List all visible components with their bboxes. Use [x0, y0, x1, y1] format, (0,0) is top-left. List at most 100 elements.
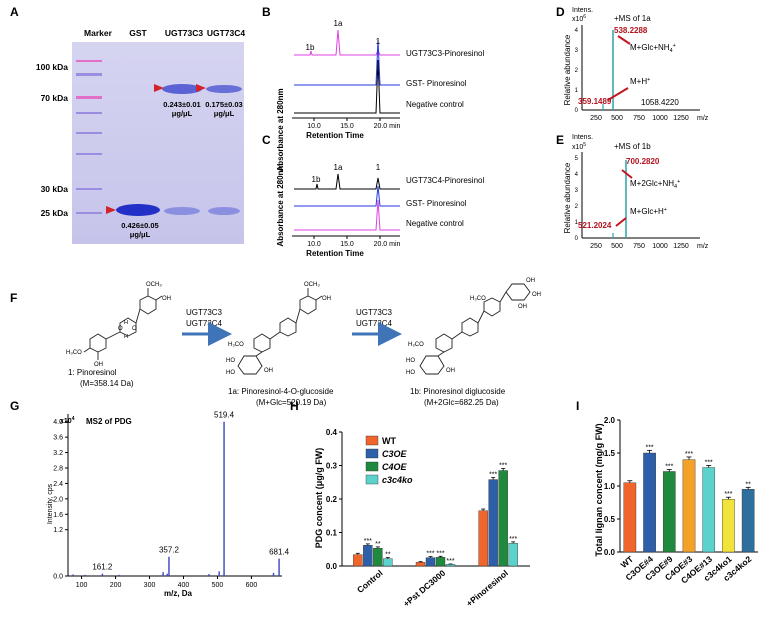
lane-label: UGT73C4	[207, 28, 246, 38]
legend-swatch	[365, 435, 379, 446]
y-tick-label: 1	[575, 88, 579, 94]
bar	[353, 554, 363, 567]
y-tick-label: 3	[575, 48, 579, 54]
trace-label: GST- Pinoresinol	[406, 79, 467, 88]
bar	[682, 459, 696, 553]
bar	[722, 499, 735, 553]
y-tick-label: 1	[575, 220, 579, 226]
y-axis-label: Absorbance at 280nm	[276, 88, 285, 171]
ion-label: M+H+	[630, 77, 650, 86]
peak-mz-label: 538.2288	[614, 26, 648, 35]
enzyme-label: UGT73C3	[186, 308, 223, 317]
significance-stars: ***	[364, 538, 372, 545]
ion-label: M+Glc+H+	[630, 207, 667, 216]
y-tick-label: 0.5	[604, 515, 616, 524]
panel-a: A Marker GST UGT73C3 UGT73C4 100 kDa 70 …	[10, 5, 245, 244]
x-tick-label: 750	[633, 115, 645, 122]
trace-label: Negative control	[406, 100, 464, 109]
concentration-unit: μg/μL	[130, 230, 151, 239]
concentration-unit: μg/μL	[172, 109, 193, 118]
x-tick-label: Control	[355, 568, 385, 595]
structure-pinoresinol	[83, 288, 163, 360]
compound-mass: (M+Glc=520.19 Da)	[256, 398, 327, 407]
bar	[488, 479, 498, 567]
concentration-label: 0.243±0.01	[163, 100, 200, 109]
intens-multiplier: x106	[572, 14, 586, 23]
intens-multiplier: x105	[572, 142, 586, 151]
marker-band	[76, 96, 102, 99]
chart-title: MS2 of PDG	[86, 417, 132, 426]
bar	[662, 471, 676, 553]
y-axis-label: Absorbance at 280nm	[276, 163, 285, 246]
panel-d: D Intens. x106 +MS of 1a Relative abunda…	[556, 5, 709, 122]
lane-label: UGT73C3	[165, 28, 204, 38]
significance-stars: **	[745, 481, 751, 488]
peak-mz-label: 359.1489	[578, 97, 612, 106]
panel-e: E Intens. x105 +MS of 1b Relative abunda…	[556, 133, 709, 250]
x-tick-label: 1000	[652, 243, 668, 250]
compound-mass: (M+2Glc=682.25 Da)	[424, 398, 499, 407]
bar	[383, 558, 393, 567]
significance-stars: ***	[489, 472, 497, 479]
atom-label: OH	[162, 296, 171, 302]
peak-label: 1b	[312, 175, 321, 184]
marker-band	[76, 153, 102, 155]
atom-label: OH	[532, 292, 541, 298]
y-tick-label: 1.5	[604, 449, 616, 458]
structure-1b	[419, 283, 531, 375]
significance-stars: ***	[705, 460, 713, 467]
x-tick-label: 250	[590, 243, 602, 250]
spectrum-title: +MS of 1a	[614, 14, 651, 23]
ugt73c3-band	[162, 84, 202, 94]
bar	[508, 543, 518, 567]
x-tick-label: 1000	[652, 115, 668, 122]
significance-stars: ***	[426, 551, 434, 558]
atom-label: OH	[526, 278, 535, 284]
panel-letter: F	[10, 291, 17, 305]
legend-label: C3OE	[382, 449, 408, 459]
panel-letter: B	[262, 5, 271, 19]
panel-i: I Total lignan concent (mg/g FW) 0.0 0.5 1…	[576, 399, 758, 586]
x-axis-label: m/z, Da	[164, 589, 193, 598]
trace-ugt73c4	[294, 173, 400, 190]
ion-label: M+Glc+NH4+	[630, 43, 676, 54]
significance-stars: ***	[665, 464, 673, 471]
significance-stars: ***	[436, 550, 444, 557]
peak-label: 1b	[306, 43, 315, 52]
y-tick-label: 0	[575, 236, 579, 242]
panel-g: G x104 MS2 of PDG Intensity, cps m/z, Da…	[10, 399, 290, 598]
x-tick-label: 15.0	[340, 241, 354, 248]
bar	[702, 467, 716, 553]
y-tick-label: 0.2	[326, 495, 338, 504]
y-tick-label: 0.4	[326, 428, 338, 437]
x-tick-label: 750	[633, 243, 645, 250]
atom-label: OH	[264, 368, 273, 374]
red-arrow-icon	[615, 217, 627, 227]
x-tick-label: 600	[246, 582, 258, 589]
y-tick-label: 0.0	[604, 548, 616, 557]
spectrum-title: +MS of 1b	[614, 142, 651, 151]
x-unit: m/z	[697, 115, 709, 122]
atom-label: H	[124, 320, 128, 326]
y-tick-label: 2.0	[53, 496, 63, 503]
gst-band	[116, 204, 160, 216]
atom-label: HO	[226, 358, 235, 364]
significance-stars: ***	[446, 558, 454, 565]
bar	[363, 545, 373, 567]
marker-label: 30 kDa	[41, 184, 69, 194]
bar	[741, 489, 755, 553]
y-tick-label: 2	[575, 204, 579, 210]
x-tick-label: 10.0	[307, 123, 321, 130]
peak-label: 1	[376, 163, 381, 172]
panel-b: B Absorbance at 280nm 10.0 15.0 20.0 min…	[262, 5, 484, 172]
y-tick-label: 5	[575, 156, 579, 162]
trace-label: GST- Pinoresinol	[406, 199, 467, 208]
bar	[498, 470, 508, 567]
faint-band	[164, 207, 200, 215]
trace-label: Negative control	[406, 219, 464, 228]
marker-band	[76, 212, 102, 214]
lignan-content-chart: 0.00.51.01.52.0WT***C3OE#4***C3OE#9***C4…	[604, 416, 758, 586]
x-axis-label: Retention Time	[306, 131, 364, 140]
x-tick-label: 200	[110, 582, 122, 589]
